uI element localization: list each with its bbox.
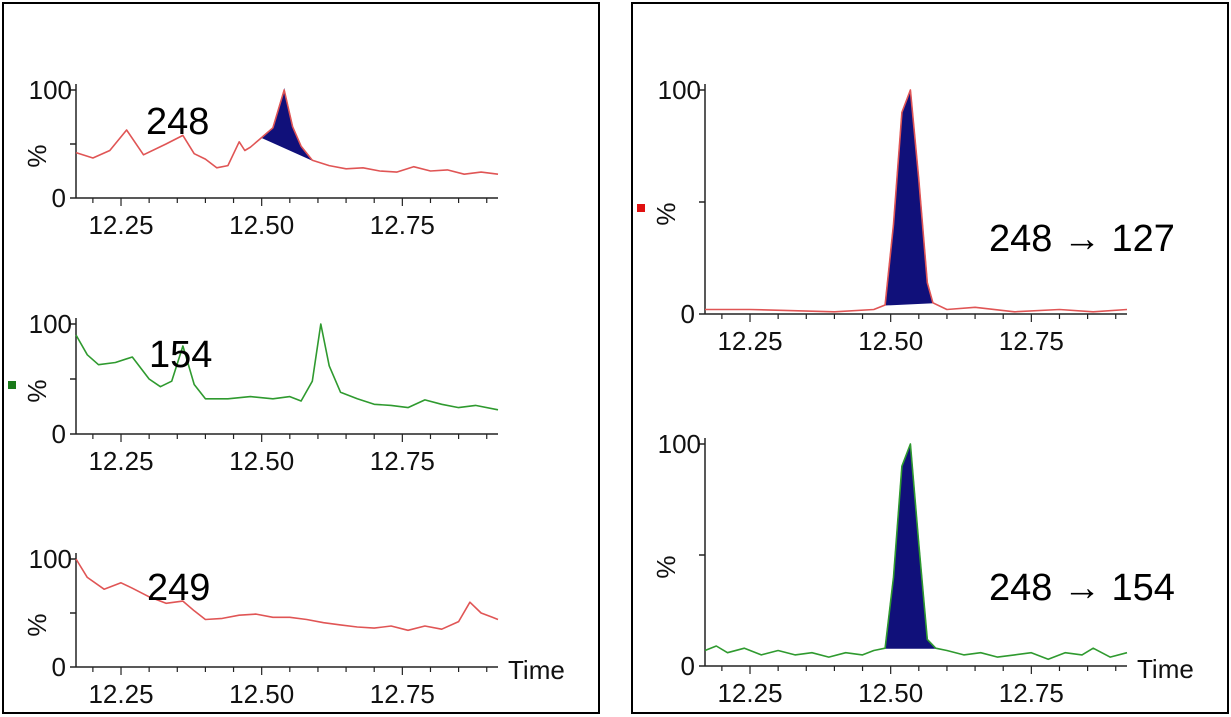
y-tick-label: 0: [52, 183, 66, 213]
x-tick-label: 12.50: [858, 326, 923, 356]
x-tick-label: 12.25: [88, 679, 153, 709]
x-tick-label: 12.25: [88, 210, 153, 240]
integrated-peak-area: [884, 443, 937, 649]
trace-label: 249: [147, 567, 210, 609]
x-tick-label: 12.75: [370, 210, 435, 240]
x-tick-label: 12.75: [999, 678, 1064, 708]
x-axis-label: Time: [1137, 654, 1194, 684]
left-chromatogram-stack: 0 100% 12.25 12.50 12.75 248 0 100% 12.25 12.50 12…: [8, 75, 565, 709]
y-tick-label: 100: [29, 544, 72, 574]
x-axis-label: Time: [508, 655, 565, 685]
x-tick-label: 12.75: [999, 326, 1064, 356]
trace-line: [75, 89, 499, 175]
trace-label: 154: [149, 334, 212, 376]
x-tick-label: 12.75: [370, 679, 435, 709]
trace-line: [75, 323, 499, 411]
trace-marker: [8, 381, 16, 389]
trace-line: [704, 443, 1128, 661]
y-tick-label: 0: [681, 299, 695, 329]
y-tick-label: 100: [29, 75, 72, 105]
chromatogram-4: 0 100% 12.25 12.50 12.75 Time 248 → 154: [651, 429, 1194, 708]
trace-label: 248 → 154: [989, 567, 1175, 609]
x-tick-label: 12.50: [858, 678, 923, 708]
y-tick-label: 0: [52, 419, 66, 449]
y-tick-label: 100: [658, 429, 701, 459]
trace-label: 248 → 127: [989, 218, 1175, 260]
x-tick-label: 12.50: [229, 446, 294, 476]
y-tick-label: 0: [681, 651, 695, 681]
chromatogram-0: 0 100% 12.25 12.50 12.75 248: [22, 75, 499, 240]
y-axis-label: %: [651, 202, 681, 225]
y-axis-label: %: [22, 613, 52, 636]
left-panel: 0 100% 12.25 12.50 12.75 248 0 100% 12.25 12.50 12…: [2, 2, 600, 714]
trace-line: [75, 558, 499, 632]
x-tick-label: 12.25: [88, 446, 153, 476]
y-tick-label: 0: [52, 652, 66, 682]
x-tick-label: 12.50: [229, 210, 294, 240]
chromatogram-2: 0 100% 12.25 12.50 12.75 Time 249: [22, 544, 565, 709]
right-chromatogram-stack: 0 100% 12.25 12.50 12.75 248 → 127 0 100% 12.25 1…: [637, 75, 1194, 708]
x-tick-label: 12.25: [717, 678, 782, 708]
chromatogram-3: 0 100% 12.25 12.50 12.75 248 → 127: [637, 75, 1175, 356]
x-tick-label: 12.50: [229, 679, 294, 709]
y-tick-label: 100: [658, 75, 701, 105]
y-axis-label: %: [22, 144, 52, 167]
y-tick-label: 100: [29, 309, 72, 339]
trace-line: [705, 89, 1128, 313]
x-tick-label: 12.75: [370, 446, 435, 476]
trace-marker: [637, 204, 645, 212]
chromatogram-1: 0 100% 12.25 12.50 12.75 154: [8, 309, 499, 476]
y-axis-label: %: [651, 555, 681, 578]
y-axis-label: %: [22, 379, 52, 402]
right-panel: 0 100% 12.25 12.50 12.75 248 → 127 0 100% 12.25 1…: [631, 2, 1229, 714]
trace-label: 248: [146, 101, 209, 143]
x-tick-label: 12.25: [717, 326, 782, 356]
